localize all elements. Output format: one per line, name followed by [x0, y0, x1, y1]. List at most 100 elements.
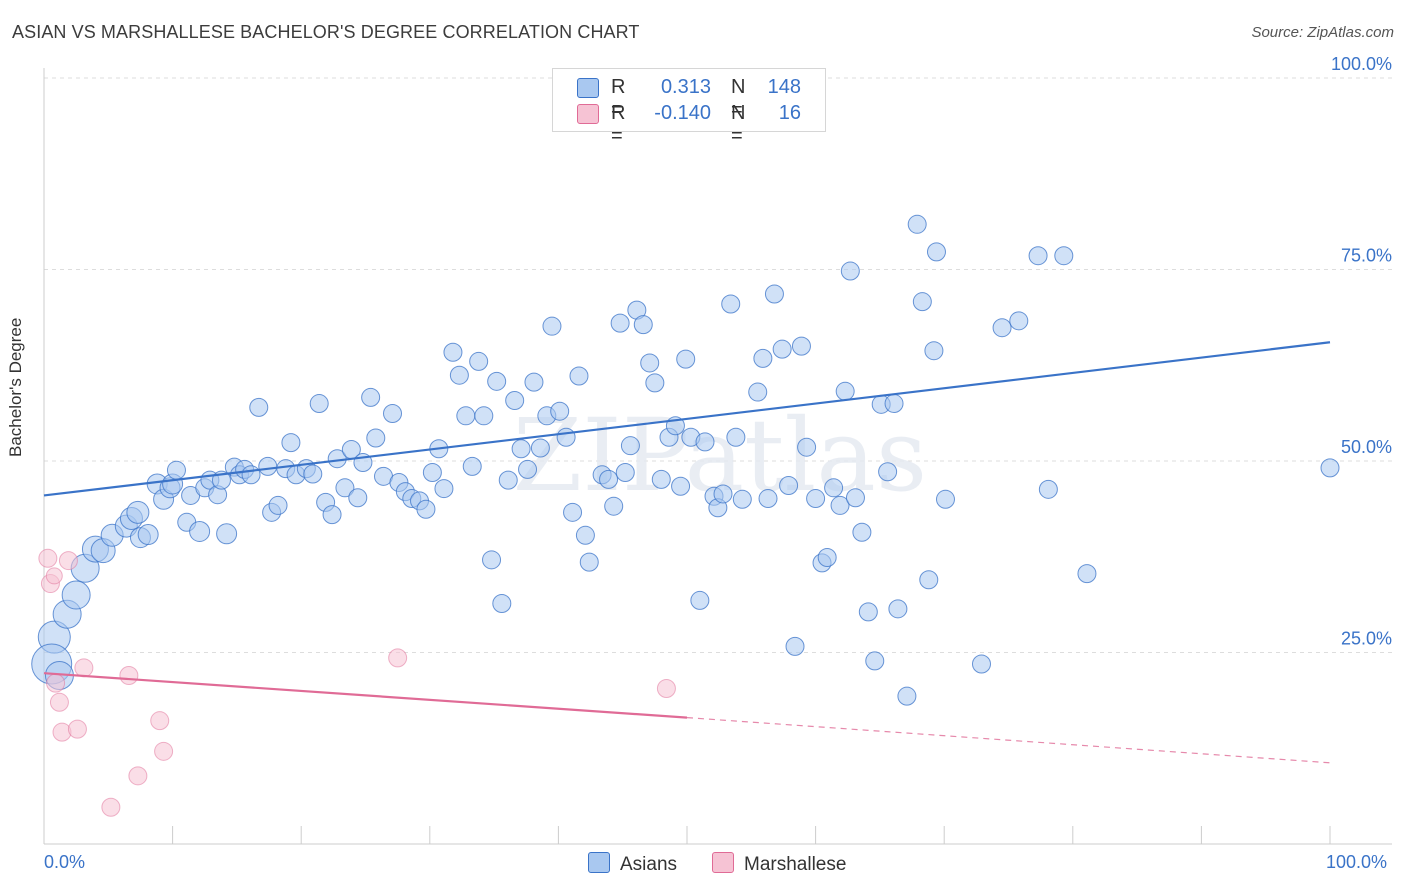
asians-point — [335, 478, 355, 498]
asians-point — [858, 602, 878, 622]
asians-point — [640, 353, 660, 373]
asians-point — [1038, 479, 1058, 499]
asians-point — [542, 316, 562, 336]
asians-point — [884, 394, 904, 414]
bottom-legend-swatch-asians — [588, 852, 610, 873]
asians-point — [645, 373, 665, 393]
asians-point — [912, 292, 932, 312]
asians-point — [690, 590, 710, 610]
asians-point — [258, 456, 278, 476]
marshallese-point — [38, 548, 58, 568]
legend-r-label: R = — [611, 102, 626, 147]
asians-point — [492, 593, 512, 613]
asians-point — [575, 525, 595, 545]
asians-point — [845, 488, 865, 508]
asians-point — [919, 570, 939, 590]
asians-point — [785, 636, 805, 656]
asians-point — [1009, 311, 1029, 331]
asians-point — [126, 500, 150, 524]
asians-point — [469, 351, 489, 371]
marshallese-point — [67, 719, 87, 739]
grid-layer — [44, 77, 1392, 653]
legend-r-value: 0.313 — [660, 76, 711, 98]
asians-point — [713, 484, 733, 504]
asians-point — [779, 476, 799, 496]
asians-point — [348, 488, 368, 508]
asians-point — [797, 437, 817, 457]
asians-point — [482, 550, 502, 570]
asians-point — [615, 462, 635, 482]
asians-point — [671, 476, 691, 496]
asians-point — [1054, 246, 1074, 266]
chart-title: ASIAN VS MARSHALLESE BACHELOR'S DEGREE C… — [12, 22, 640, 42]
legend-swatch-asians — [577, 78, 599, 98]
asians-point — [1077, 564, 1097, 584]
marshallese-trend-extension — [686, 717, 1331, 764]
asians-point — [137, 524, 159, 546]
asians-point — [422, 462, 442, 482]
marshallese-point — [656, 679, 676, 699]
points-layer — [31, 214, 1340, 817]
axis-layer — [43, 68, 1392, 845]
asians-point — [456, 406, 476, 426]
x-tick-right: 100.0% — [1326, 852, 1388, 872]
marshallese-point — [49, 692, 69, 712]
asians-point — [852, 522, 872, 542]
asians-point — [772, 339, 792, 359]
asians-point — [530, 438, 550, 458]
asians-point — [992, 318, 1012, 338]
asians-point — [416, 499, 436, 519]
asians-point — [449, 365, 469, 385]
asians-point — [791, 336, 811, 356]
marshallese-point — [150, 711, 170, 731]
asians-point — [971, 654, 991, 674]
bottom-legend-marshallese: Marshallese — [712, 852, 846, 876]
asians-point — [361, 387, 381, 407]
marshallese-point — [45, 567, 63, 585]
legend-n-value: 148 — [767, 76, 801, 98]
asians-point — [633, 315, 653, 335]
asians-point — [817, 548, 837, 568]
asians-point — [651, 469, 671, 489]
asians-point — [366, 428, 386, 448]
asians-point — [732, 489, 752, 509]
tick-layer: 25.0% 50.0% 75.0% 100.0% — [1331, 54, 1392, 649]
marshallese-point — [46, 673, 66, 693]
legend-n-value: 16 — [778, 102, 801, 124]
asians-point — [676, 349, 696, 369]
asians-point — [505, 390, 525, 410]
asians-point — [897, 686, 917, 706]
asians-point — [166, 460, 186, 480]
asians-point — [281, 433, 301, 453]
asians-point — [604, 496, 624, 516]
asians-point — [830, 495, 850, 515]
asians-point — [498, 470, 518, 490]
asians-point — [721, 294, 741, 314]
asians-point — [216, 523, 238, 545]
asians-point — [695, 432, 715, 452]
legend: R = 0.313 N = 148 R = -0.140 N = 16 — [552, 68, 826, 147]
asians-point — [758, 489, 778, 509]
asians-point — [322, 505, 342, 525]
asians-point — [1028, 246, 1048, 266]
bottom-legend-swatch-marshallese — [712, 852, 734, 873]
asians-point — [824, 478, 844, 498]
y-tick-label: 50.0% — [1341, 437, 1392, 457]
asians-point — [579, 552, 599, 572]
asians-point — [806, 489, 826, 509]
asians-point — [753, 348, 773, 368]
asians-point — [748, 382, 768, 402]
asians-point — [599, 469, 619, 489]
legend-r-value: -0.140 — [654, 102, 711, 124]
y-tick-label: 75.0% — [1341, 246, 1392, 266]
asians-point — [487, 371, 507, 391]
y-axis-label: Bachelor's Degree — [6, 317, 25, 457]
bottom-legend-label-marshallese: Marshallese — [744, 854, 847, 875]
asians-point — [434, 479, 454, 499]
marshallese-point — [101, 797, 121, 817]
bottom-legend-asians: Asians — [588, 852, 677, 876]
asians-point — [569, 366, 589, 386]
asians-point — [383, 404, 403, 424]
asians-point — [610, 313, 630, 333]
